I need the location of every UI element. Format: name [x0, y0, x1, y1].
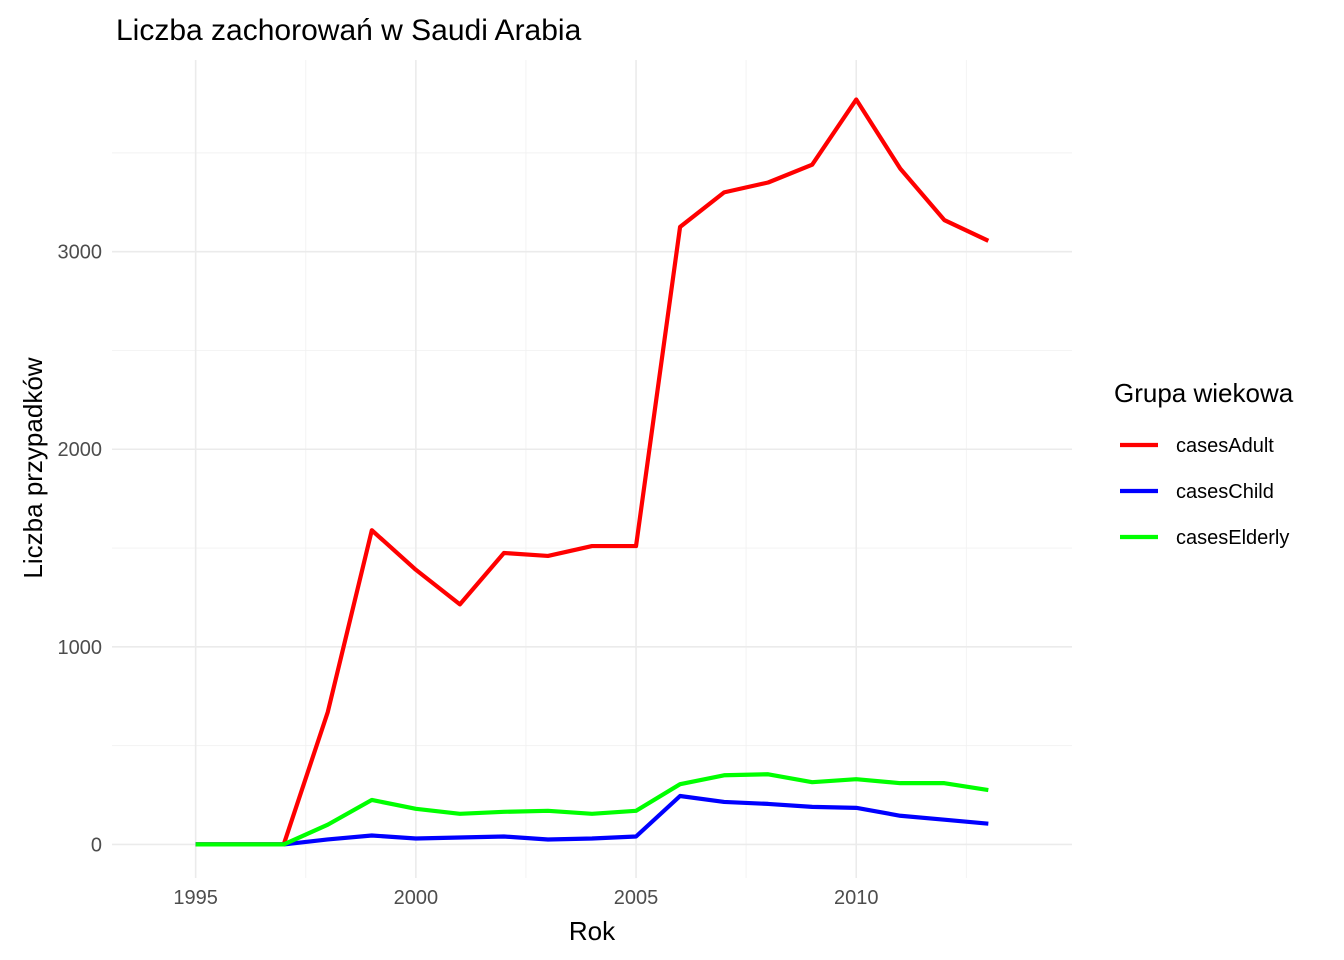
x-tick-label: 2005 [614, 887, 659, 909]
legend-label-casesChild: casesChild [1176, 481, 1274, 503]
y-tick-label: 2000 [58, 439, 103, 461]
series-line-casesAdult [195, 97, 990, 847]
x-tick-label: 2000 [394, 887, 439, 909]
legend-title: Grupa wiekowa [1114, 378, 1294, 408]
chart-title: Liczba zachorowań w Saudi Arabia [116, 14, 582, 47]
x-tick-label: 2010 [834, 887, 879, 909]
x-axis-ticks: 1995 2000 2005 2010 [173, 887, 878, 909]
x-tick-label: 1995 [173, 887, 218, 909]
x-axis-title: Rok [569, 916, 616, 946]
y-axis-title: Liczba przypadków [18, 357, 48, 578]
series-line-casesChild [195, 793, 989, 847]
legend-label-casesAdult: casesAdult [1176, 435, 1274, 457]
plot-grid [112, 60, 1072, 878]
legend-label-casesElderly: casesElderly [1176, 527, 1289, 549]
y-tick-label: 3000 [58, 242, 103, 264]
legend: Grupa wiekowa casesAdult casesChild casesE… [1114, 378, 1294, 549]
plot-series [195, 97, 990, 847]
y-tick-label: 1000 [58, 637, 103, 659]
y-tick-label: 0 [91, 834, 102, 856]
series-line-casesElderly [195, 772, 989, 847]
y-axis-ticks: 0 1000 2000 3000 [58, 242, 103, 857]
